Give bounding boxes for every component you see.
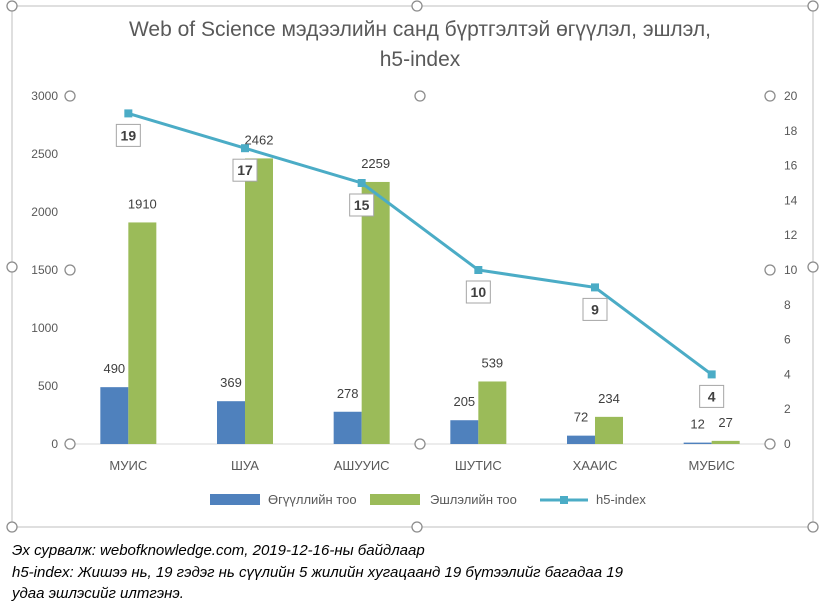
bar-citations (128, 222, 157, 444)
bar-articles (567, 435, 595, 444)
bar-citations (245, 158, 273, 444)
data-label-h5-index: 19 (121, 127, 137, 143)
data-label-citations: 234 (598, 391, 620, 406)
chart-svg: 0 500 1000 1500 2000 2500 3000 0 2 4 6 8 10 12 14 16 18 2… (6, 0, 819, 533)
y-right-tick-label: 2 (784, 402, 791, 416)
plot-area-handle (764, 438, 776, 450)
source-note: Эх сурвалж: webofknowledge.com, 2019-12-… (12, 542, 425, 559)
plot-area-handle (64, 264, 76, 276)
legend-swatch-articles (210, 494, 260, 505)
h5-index-marker (591, 283, 599, 292)
h5-label-box (699, 384, 725, 408)
bar-citations (595, 416, 623, 444)
bar-articles (217, 401, 245, 444)
data-label-h5-index: 10 (471, 284, 487, 300)
h5-index-marker (124, 109, 133, 118)
h5-label-box (582, 297, 608, 321)
data-label-h5-index: 15 (354, 197, 370, 213)
chart-area-handle (807, 0, 819, 12)
legend-swatch-citations (370, 494, 420, 505)
bar-citations (711, 440, 740, 444)
chart-area-handle (411, 521, 423, 533)
x-tick-label: МУИС (109, 458, 147, 473)
y-left-tick-label: 1500 (31, 263, 58, 277)
x-tick-label: ШУТИС (455, 458, 502, 473)
h5-label-box (115, 123, 141, 147)
h5-label-box (349, 193, 375, 217)
chart-area-handle (807, 521, 819, 533)
y-right-tick-label: 16 (784, 159, 798, 173)
x-tick-label: ШУА (231, 458, 259, 473)
bar-citations (478, 381, 507, 444)
data-label-articles: 205 (453, 394, 475, 409)
plot-area-handle (414, 438, 426, 450)
legend-label-citations: Эшлэлийн тоо (430, 492, 517, 507)
chart-title-line-1: Web of Science мэдээлийн санд бүртгэлтэй… (128, 18, 712, 41)
y-left-tick-label: 2500 (31, 147, 58, 161)
y-right-tick-label: 4 (784, 367, 791, 381)
plot-area-handle (64, 438, 76, 450)
h5-index-marker (357, 179, 366, 187)
chart-area-handle (6, 0, 18, 12)
y-left-tick-label: 3000 (31, 89, 58, 103)
chart-area-handle (411, 0, 423, 12)
x-tick-label: ХААИС (573, 458, 618, 473)
y-left-tick-label: 1000 (31, 321, 58, 335)
plot-area-handle (764, 264, 776, 276)
data-label-articles: 278 (337, 386, 359, 401)
y-right-tick-label: 12 (784, 228, 798, 242)
plot-area-handle (64, 90, 76, 102)
h5-label-box (465, 280, 491, 304)
data-label-citations: 539 (481, 355, 503, 370)
chart-area-handle (6, 521, 18, 533)
y-right-tick-label: 6 (784, 333, 791, 347)
legend-label-h5-index: h5-index (596, 492, 646, 507)
plot-area-handle (414, 90, 426, 102)
data-label-citations: 27 (718, 415, 732, 430)
data-label-h5-index: 9 (591, 301, 599, 317)
chart-title-line-2: h5-index (379, 48, 461, 71)
data-label-citations: 2259 (361, 156, 390, 171)
data-label-articles: 72 (574, 410, 588, 425)
legend-label-articles: Өгүүллийн тоо (268, 492, 357, 507)
data-label-articles: 12 (690, 417, 704, 432)
bar-articles (100, 387, 129, 444)
legend-marker-h5-index (560, 496, 568, 504)
y-left-tick-label: 500 (38, 379, 58, 393)
y-left-tick-label: 2000 (31, 205, 58, 219)
data-label-h5-index: 17 (237, 162, 253, 178)
h5-index-marker (707, 370, 716, 379)
y-right-tick-label: 14 (784, 193, 798, 207)
data-label-h5-index: 4 (708, 388, 716, 404)
y-right-tick-label: 10 (784, 263, 798, 277)
bar-articles (333, 411, 362, 444)
chart-area-handle (807, 261, 819, 273)
h5-index-line (127, 111, 713, 376)
y-left-tick-label: 0 (51, 437, 58, 451)
data-label-articles: 490 (103, 361, 125, 376)
bar-citations (361, 181, 390, 444)
y-right-tick-label: 8 (784, 298, 791, 312)
h5-index-marker (241, 144, 249, 153)
bar-articles (450, 420, 479, 444)
data-label-articles: 369 (220, 375, 242, 390)
y-right-tick-label: 20 (784, 89, 798, 103)
bar-articles (683, 442, 712, 444)
data-label-citations: 2462 (245, 132, 274, 147)
y-right-tick-label: 18 (784, 124, 798, 138)
x-tick-label: АШУУИС (334, 458, 390, 473)
data-label-citations: 1910 (128, 196, 157, 211)
chart: Web of Science мэдээлийн санд бүртгэлтэй… (6, 0, 819, 533)
chart-area-handle (6, 261, 18, 273)
x-tick-label: МУБИС (688, 458, 734, 473)
h5-label-box (232, 158, 258, 182)
h5-index-note: h5-index: Жишээ нь, 19 гэдэг нь сүүлийн … (12, 564, 623, 581)
y-right-tick-label: 0 (784, 437, 791, 451)
plot-area-handle (764, 90, 776, 102)
h5-index-marker (474, 266, 483, 274)
